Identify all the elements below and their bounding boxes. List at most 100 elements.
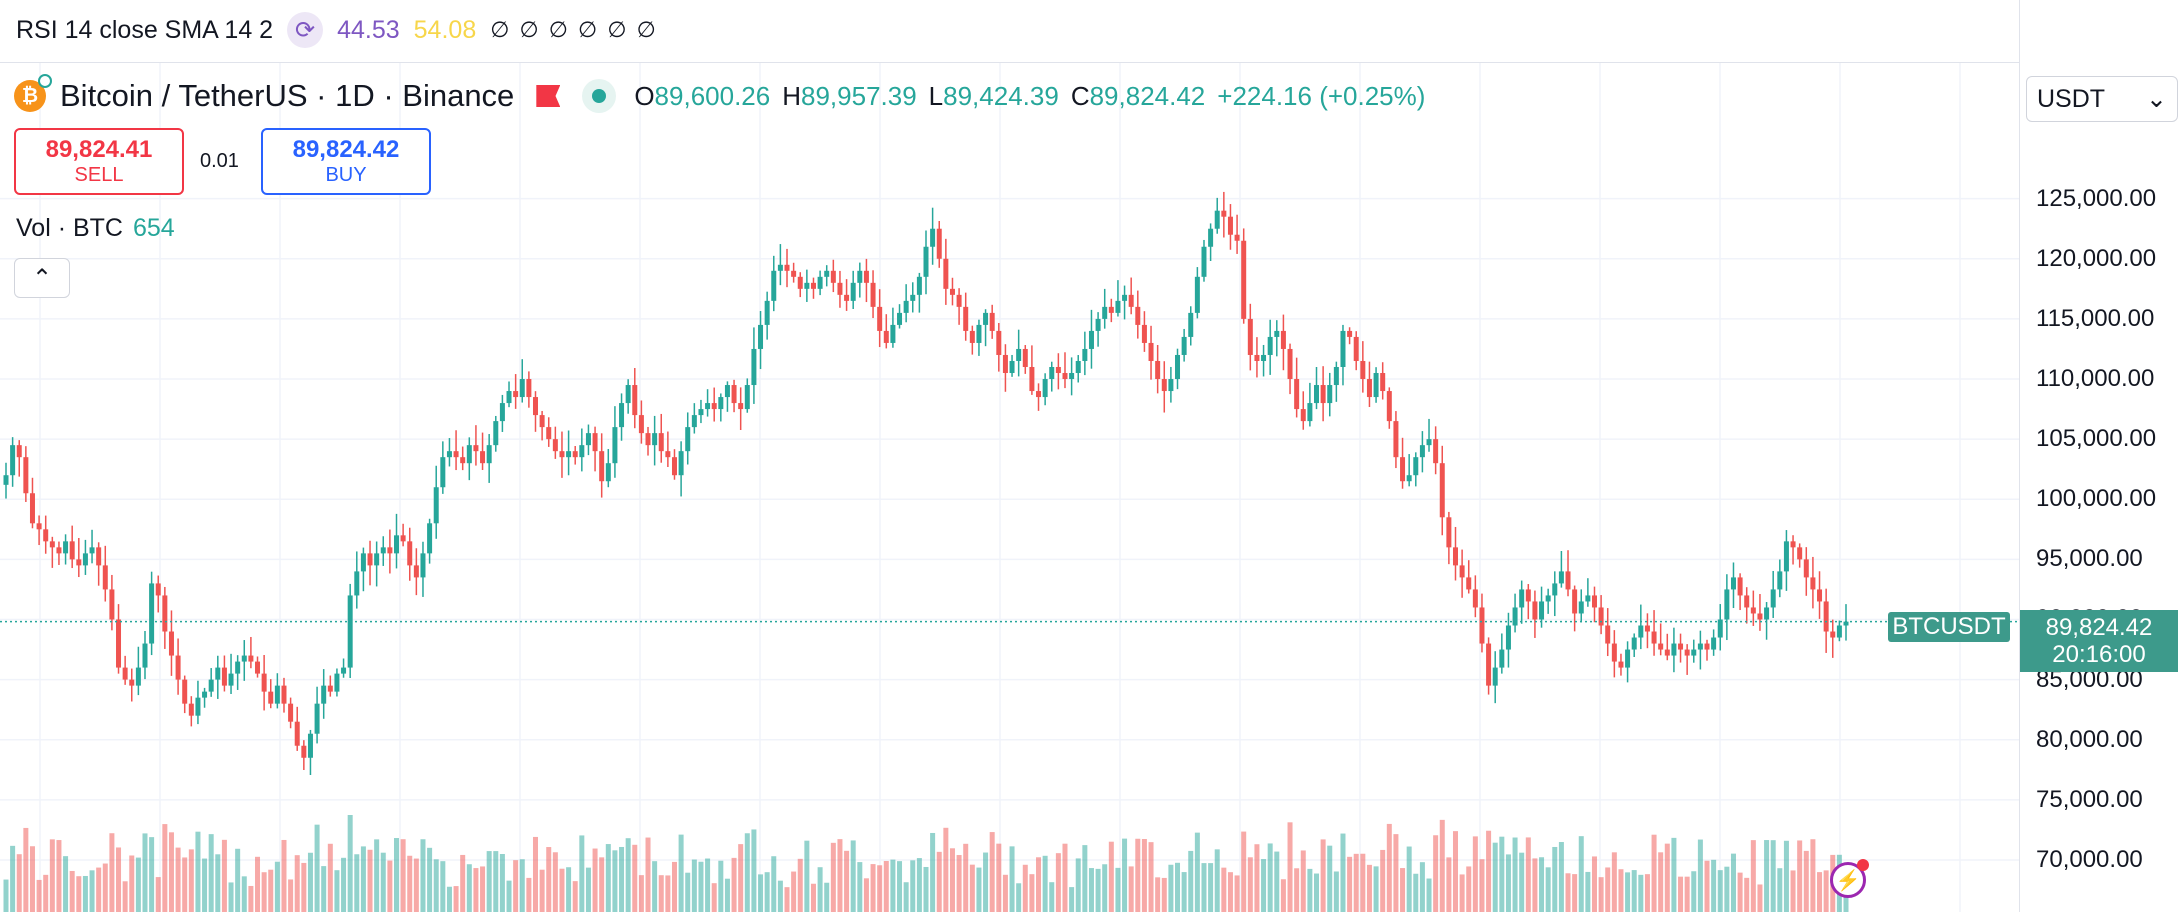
rsi-indicator-legend[interactable]: RSI 14 close SMA 14 2 ⟳ 44.53 54.08 ∅ ∅ … [0, 0, 2020, 60]
candle-body [175, 655, 181, 680]
candle-body [1300, 409, 1306, 422]
volume-bar [1360, 853, 1366, 912]
candle-body [446, 451, 452, 458]
volume-bar [149, 837, 155, 912]
volume-bar [850, 840, 856, 912]
candle-body [1770, 589, 1776, 608]
candle-body [1598, 607, 1604, 626]
candle-body [1684, 649, 1690, 656]
price-axis-tick: 105,000.00 [2036, 425, 2157, 453]
candle-body [1512, 607, 1518, 626]
volume-value: 654 [132, 214, 175, 242]
candle-body [539, 415, 545, 428]
candle-body [116, 619, 122, 668]
candle-body [1247, 318, 1253, 355]
volume-bar [43, 874, 49, 912]
candle-body [1009, 360, 1015, 374]
candle-body [195, 697, 201, 716]
candle-body [652, 433, 658, 446]
candle-body [678, 451, 684, 476]
volume-bar [1452, 831, 1458, 912]
candle-body [1393, 421, 1399, 458]
candle-body [711, 403, 717, 410]
candle-body [1128, 294, 1134, 307]
volume-bar [76, 876, 82, 912]
price-chart[interactable] [0, 63, 2019, 912]
candle-body [493, 421, 499, 446]
symbol-title[interactable]: Bitcoin / TetherUS · 1D · Binance [60, 78, 515, 113]
candle-body [1638, 625, 1644, 638]
collapse-legend-button[interactable]: ⌃ [14, 258, 70, 298]
candle-body [526, 379, 532, 398]
pane-divider[interactable] [0, 62, 2020, 63]
volume-bar [56, 840, 62, 912]
volume-bar [718, 860, 724, 912]
volume-legend[interactable]: Vol · BTC 654 [16, 214, 175, 243]
volume-bar [930, 832, 936, 912]
candle-body [1036, 391, 1042, 398]
candle-body [1069, 373, 1075, 380]
candle-body [274, 685, 280, 704]
volume-bar [1267, 843, 1273, 912]
candle-body [1433, 439, 1439, 464]
volume-bar [1102, 864, 1108, 912]
candle-body [1148, 342, 1154, 361]
volume-bar [1664, 843, 1670, 912]
volume-bar [1638, 874, 1644, 912]
candle-body [1294, 379, 1300, 410]
refresh-icon[interactable]: ⟳ [287, 12, 324, 48]
candle-body [1658, 643, 1664, 650]
price-axis[interactable]: 125,000.00 120,000.00 115,000.00 110,000.00… [2020, 0, 2184, 912]
candle-body [1764, 607, 1770, 620]
candle-body [1413, 457, 1419, 476]
volume-bar [738, 844, 744, 912]
candle-body [1678, 643, 1684, 650]
symbol-header: ₿ Bitcoin / TetherUS · 1D · Binance O89,… [14, 74, 1425, 116]
volume-bar [347, 815, 353, 912]
candle-body [665, 451, 671, 458]
candle-body [1459, 565, 1465, 578]
volume-bar [1744, 877, 1750, 912]
volume-bar [810, 883, 816, 912]
volume-bar [758, 874, 764, 912]
candle-body [552, 439, 558, 452]
candle-body [135, 667, 141, 686]
volume-bar [460, 854, 466, 912]
candle-body [347, 595, 353, 668]
candle-body [1353, 336, 1359, 361]
rsi-sma-value: 54.08 [413, 15, 477, 44]
volume-bar [413, 858, 419, 912]
volume-bar [691, 859, 697, 912]
candle-body [440, 457, 446, 488]
candle-body [1082, 348, 1088, 361]
bar-countdown: 20:16:00 [2052, 641, 2146, 668]
volume-bar [1439, 819, 1445, 912]
volume-bar [1287, 822, 1293, 912]
flag-icon[interactable] [536, 85, 561, 107]
candle-body [956, 294, 962, 307]
volume-bar [274, 861, 280, 912]
candle-body [599, 451, 605, 482]
buy-button[interactable]: 89,824.42 BUY [261, 128, 431, 195]
volume-bar [751, 829, 757, 912]
candle-body [1446, 517, 1452, 548]
sell-button[interactable]: 89,824.41 SELL [14, 128, 184, 195]
candle-body [1380, 373, 1386, 392]
candle-body [1532, 601, 1538, 620]
candle-body [1578, 601, 1584, 614]
candle-body [1611, 643, 1617, 662]
price-axis-tick: 100,000.00 [2036, 485, 2157, 513]
lightning-icon[interactable]: ⚡ [1830, 859, 1869, 898]
candle-body [1439, 463, 1445, 518]
volume-bar [1016, 883, 1022, 912]
volume-bar [486, 851, 492, 912]
volume-bar [1492, 842, 1498, 912]
candle-body [784, 264, 790, 271]
currency-select[interactable]: USDT ⌄ [2026, 76, 2178, 122]
volume-bar [1135, 838, 1141, 912]
volume-bar [327, 843, 333, 912]
candle-body [1095, 318, 1101, 331]
candle-body [453, 451, 459, 458]
volume-bar [1280, 879, 1286, 912]
volume-bar [1168, 864, 1174, 912]
